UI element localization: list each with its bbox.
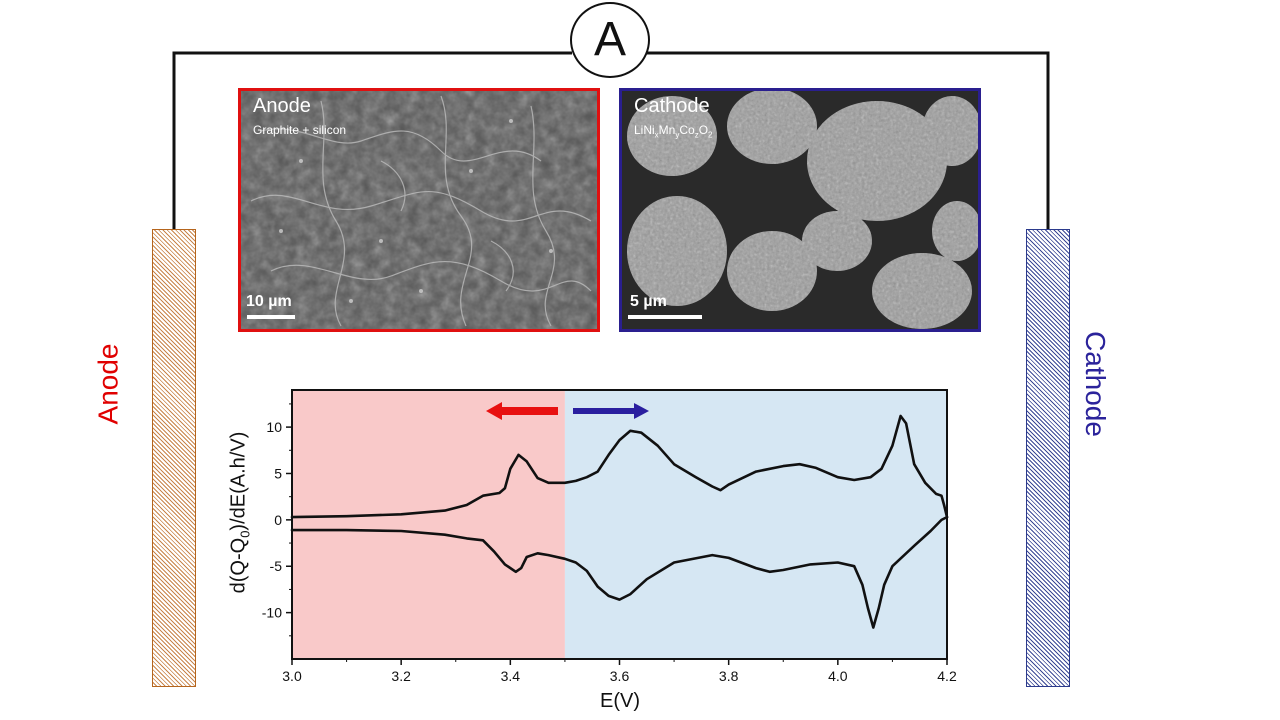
formula-sub: z bbox=[694, 130, 699, 140]
y-tick-label: -10 bbox=[262, 605, 282, 621]
cathode-region bbox=[564, 390, 947, 659]
y-label-tail: )/dE(A.h/V) bbox=[227, 431, 250, 531]
cathode-electrode bbox=[1026, 229, 1070, 687]
formula-sub: y bbox=[675, 130, 680, 140]
cathode-direction-arrow bbox=[573, 408, 635, 414]
ammeter-icon: A bbox=[570, 2, 650, 78]
formula-part: Mn bbox=[658, 123, 676, 137]
anode-sem-image: Anode Graphite + silicon 10 µm bbox=[238, 88, 600, 332]
cathode-scale-bar bbox=[628, 315, 702, 319]
formula-sub: 2 bbox=[708, 130, 713, 140]
anode-direction-arrowhead bbox=[486, 402, 502, 420]
anode-scale-label: 10 µm bbox=[246, 293, 292, 310]
x-tick-label: 3.8 bbox=[719, 668, 739, 684]
cathode-scale-label: 5 µm bbox=[630, 293, 667, 310]
y-tick-label: 10 bbox=[266, 419, 282, 435]
y-tick-label: 5 bbox=[274, 465, 282, 481]
cathode-sem-image: Cathode LiNixMnyCozO2 5 µm bbox=[619, 88, 981, 332]
cathode-sem-subtitle: LiNixMnyCozO2 bbox=[634, 123, 712, 139]
discharge-curve bbox=[290, 515, 949, 629]
y-tick-label: -5 bbox=[270, 558, 283, 574]
chart-y-axis-label: d(Q-Q0)/dE(A.h/V) bbox=[228, 353, 253, 673]
x-tick-label: 3.4 bbox=[501, 668, 521, 684]
x-tick-label: 4.2 bbox=[937, 668, 957, 684]
cathode-sem-texture bbox=[622, 91, 978, 329]
y-label-sub: 0 bbox=[237, 530, 253, 538]
formula-part: LiNi bbox=[634, 123, 655, 137]
anode-sem-title: Anode bbox=[253, 95, 311, 117]
anode-electrode bbox=[152, 229, 196, 687]
y-label-main: d(Q-Q bbox=[227, 537, 250, 594]
x-tick-label: 3.2 bbox=[391, 668, 411, 684]
chart-x-axis-label: E(V) bbox=[600, 690, 640, 712]
charge-curve bbox=[290, 414, 949, 519]
formula-sub: x bbox=[654, 130, 659, 140]
formula-part: Co bbox=[679, 123, 695, 137]
x-tick-label: 3.6 bbox=[610, 668, 630, 684]
y-tick-label: 0 bbox=[274, 512, 282, 528]
x-tick-label: 4.0 bbox=[828, 668, 848, 684]
formula-part: O bbox=[698, 123, 709, 137]
anode-scale-bar bbox=[247, 315, 295, 319]
cathode-sem-title: Cathode bbox=[634, 95, 710, 117]
cathode-direction-arrowhead bbox=[634, 403, 649, 419]
ammeter-label: A bbox=[593, 13, 626, 66]
anode-sem-texture bbox=[241, 91, 597, 329]
anode-region bbox=[292, 390, 565, 659]
anode-sem-subtitle: Graphite + silicon bbox=[253, 123, 347, 137]
anode-direction-arrow bbox=[500, 407, 558, 415]
x-tick-label: 3.0 bbox=[282, 668, 302, 684]
